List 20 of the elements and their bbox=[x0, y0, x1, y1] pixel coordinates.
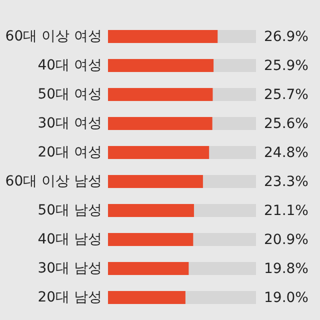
data-label: 26.9% bbox=[264, 29, 308, 45]
y-tick-label: 20대 남성 bbox=[38, 290, 102, 306]
y-tick-label: 20대 여성 bbox=[38, 144, 102, 160]
y-tick-label: 50대 여성 bbox=[38, 86, 102, 102]
y-tick-label: 50대 남성 bbox=[38, 202, 102, 218]
data-label: 19.0% bbox=[264, 290, 308, 306]
data-label: 21.1% bbox=[264, 203, 308, 219]
data-label: 25.7% bbox=[264, 87, 308, 103]
y-tick-label: 30대 남성 bbox=[38, 260, 102, 276]
y-tick-label: 60대 이상 남성 bbox=[5, 174, 102, 190]
data-label: 24.8% bbox=[264, 145, 308, 161]
data-label: 25.6% bbox=[264, 116, 308, 132]
y-tick-label: 40대 남성 bbox=[38, 232, 102, 248]
data-label: 19.8% bbox=[264, 261, 308, 277]
data-label: 25.9% bbox=[264, 58, 308, 74]
y-tick-label: 30대 여성 bbox=[38, 116, 102, 132]
y-tick-label: 60대 이상 여성 bbox=[5, 28, 102, 44]
y-tick-label: 40대 여성 bbox=[38, 58, 102, 74]
data-label: 23.3% bbox=[264, 174, 308, 190]
data-label: 20.9% bbox=[264, 232, 308, 248]
